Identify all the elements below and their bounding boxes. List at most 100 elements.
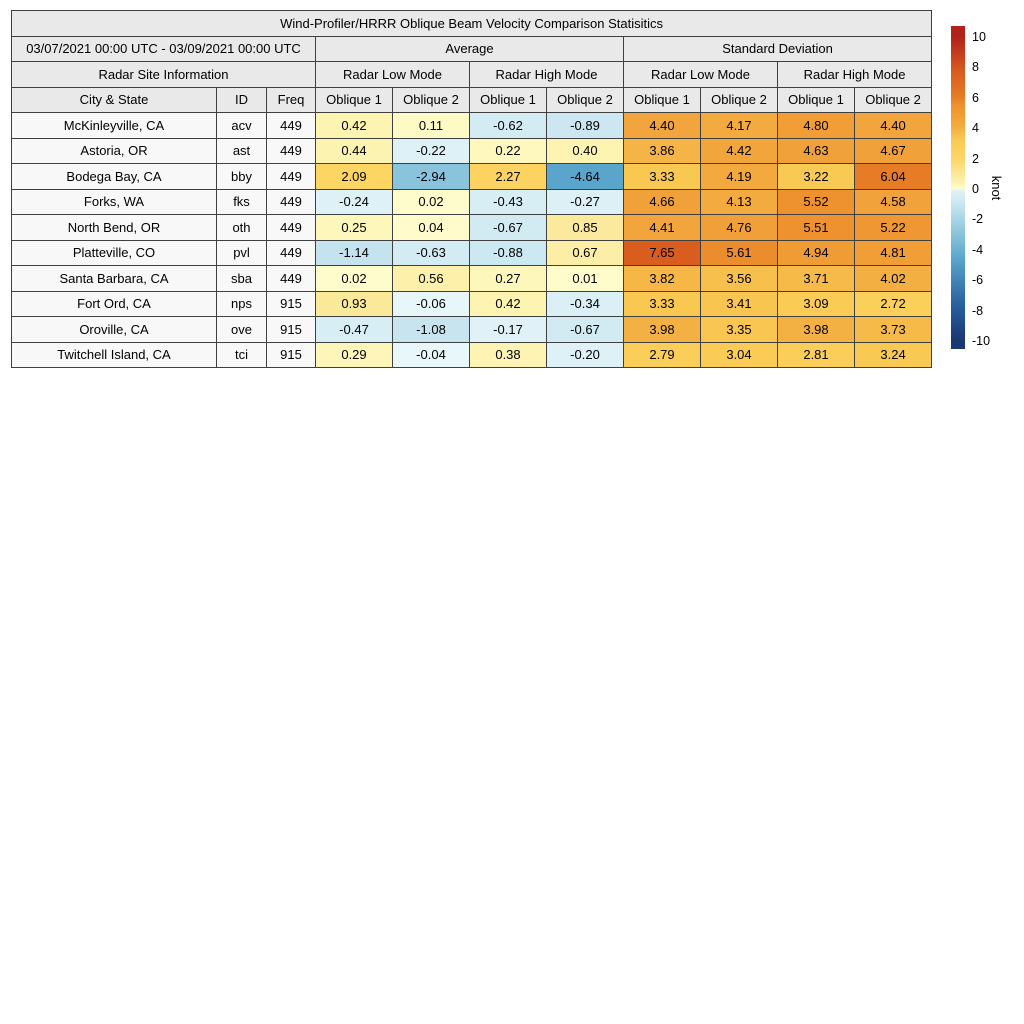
id-cell: fks <box>216 188 267 215</box>
value-cell: -0.34 <box>546 290 624 317</box>
value-cell: 3.71 <box>777 265 855 292</box>
value-cell: 0.11 <box>392 112 470 139</box>
avg-high-mode-header: Radar High Mode <box>469 61 624 88</box>
value-cell: 0.85 <box>546 214 624 241</box>
city-cell: Santa Barbara, CA <box>11 265 217 292</box>
value-cell: 4.17 <box>700 112 778 139</box>
colorbar-tick: -8 <box>972 303 984 318</box>
value-cell: 0.93 <box>315 290 393 317</box>
value-cell: 5.22 <box>853 214 933 241</box>
value-cell: 0.29 <box>315 341 393 368</box>
value-cell: -1.08 <box>392 316 470 343</box>
value-cell: 7.65 <box>623 239 701 266</box>
value-cell: 5.52 <box>777 188 855 215</box>
value-cell: 5.61 <box>700 239 778 266</box>
value-cell: 3.56 <box>700 265 778 292</box>
colorbar-tick: 6 <box>972 90 979 105</box>
value-cell: 0.01 <box>546 265 624 292</box>
value-cell: 4.40 <box>853 112 933 139</box>
id-cell: bby <box>216 163 267 190</box>
colorbar-tick: -2 <box>972 212 984 227</box>
value-cell: 3.86 <box>623 137 701 164</box>
freq-cell: 449 <box>266 137 316 164</box>
value-cell: 3.82 <box>623 265 701 292</box>
std-low-mode-header: Radar Low Mode <box>623 61 778 88</box>
value-cell: 0.56 <box>392 265 470 292</box>
col-oblique1: Oblique 1 <box>623 86 701 113</box>
freq-cell: 449 <box>266 239 316 266</box>
value-cell: 4.58 <box>853 188 933 215</box>
value-cell: 0.02 <box>315 265 393 292</box>
colorbar-gradient <box>951 26 965 349</box>
value-cell: 0.42 <box>315 112 393 139</box>
value-cell: -2.94 <box>392 163 470 190</box>
value-cell: -0.27 <box>546 188 624 215</box>
column-header-row: City & State ID Freq Oblique 1 Oblique 2… <box>11 86 933 113</box>
city-cell: Oroville, CA <box>11 316 217 343</box>
id-cell: oth <box>216 214 267 241</box>
value-cell: 0.22 <box>469 137 547 164</box>
table-title: Wind-Profiler/HRRR Oblique Beam Velocity… <box>10 10 933 37</box>
value-cell: 0.02 <box>392 188 470 215</box>
value-cell: 4.81 <box>853 239 933 266</box>
table-row: North Bend, OR oth 449 0.25 0.04 -0.67 0.85 4.4… <box>11 214 933 241</box>
mode-header-row: Radar Site Information Radar Low Mode Ra… <box>11 61 933 88</box>
value-cell: 0.42 <box>469 290 547 317</box>
table-row: Twitchell Island, CA tci 915 0.29 -0.04 0.38-… <box>11 341 933 368</box>
value-cell: 4.66 <box>623 188 701 215</box>
value-cell: -0.67 <box>546 316 624 343</box>
id-cell: nps <box>216 290 267 317</box>
group-average-header: Average <box>315 35 624 62</box>
colorbar-unit-label: knot <box>989 175 1004 201</box>
freq-cell: 449 <box>266 214 316 241</box>
freq-cell: 915 <box>266 316 316 343</box>
col-oblique2: Oblique 2 <box>700 86 778 113</box>
city-cell: Bodega Bay, CA <box>11 163 217 190</box>
value-cell: 3.35 <box>700 316 778 343</box>
value-cell: 3.98 <box>777 316 855 343</box>
city-cell: North Bend, OR <box>11 214 217 241</box>
value-cell: 3.22 <box>777 163 855 190</box>
colorbar-tick: 2 <box>972 151 979 166</box>
value-cell: 4.94 <box>777 239 855 266</box>
value-cell: -4.64 <box>546 163 624 190</box>
city-cell: Forks, WA <box>11 188 217 215</box>
value-cell: 3.04 <box>700 341 778 368</box>
value-cell: 4.41 <box>623 214 701 241</box>
city-cell: Twitchell Island, CA <box>11 341 217 368</box>
value-cell: 3.33 <box>623 290 701 317</box>
site-info-header: Radar Site Information <box>11 61 316 88</box>
value-cell: 3.98 <box>623 316 701 343</box>
value-cell: -1.14 <box>315 239 393 266</box>
table-row: Forks, WA fks 449 -0.24 0.02 -0.43 -0.27 4.66 4.… <box>11 188 933 215</box>
colorbar-tick: -6 <box>972 272 984 287</box>
value-cell: 2.79 <box>623 341 701 368</box>
city-cell: Fort Ord, CA <box>11 290 217 317</box>
value-cell: -0.63 <box>392 239 470 266</box>
colorbar-tick: 10 <box>972 29 986 44</box>
value-cell: 4.67 <box>853 137 933 164</box>
value-cell: -0.47 <box>315 316 393 343</box>
title-row: Wind-Profiler/HRRR Oblique Beam Velocity… <box>10 10 933 37</box>
value-cell: 2.27 <box>469 163 547 190</box>
value-cell: -0.24 <box>315 188 393 215</box>
colorbar: 10 8 6 4 2 0 -2 -4 -6 -8 -10 knot <box>951 26 1021 349</box>
colorbar-tick: -10 <box>972 333 991 348</box>
col-id: ID <box>216 86 267 113</box>
value-cell: 5.51 <box>777 214 855 241</box>
value-cell: -0.04 <box>392 341 470 368</box>
value-cell: 4.76 <box>700 214 778 241</box>
value-cell: 3.09 <box>777 290 855 317</box>
value-cell: -0.06 <box>392 290 470 317</box>
col-oblique2: Oblique 2 <box>853 86 933 113</box>
table-row: Fort Ord, CA nps 915 0.93 -0.06 0.42 -0.34 3.33… <box>11 290 933 317</box>
value-cell: 3.24 <box>853 341 933 368</box>
value-cell: 4.80 <box>777 112 855 139</box>
value-cell: -0.89 <box>546 112 624 139</box>
table-row: Bodega Bay, CA bby 449 2.09 -2.94 2.27 -4.64 3.… <box>11 163 933 190</box>
col-city-state: City & State <box>11 86 217 113</box>
value-cell: 4.42 <box>700 137 778 164</box>
col-oblique1: Oblique 1 <box>777 86 855 113</box>
value-cell: 4.02 <box>853 265 933 292</box>
value-cell: 4.19 <box>700 163 778 190</box>
